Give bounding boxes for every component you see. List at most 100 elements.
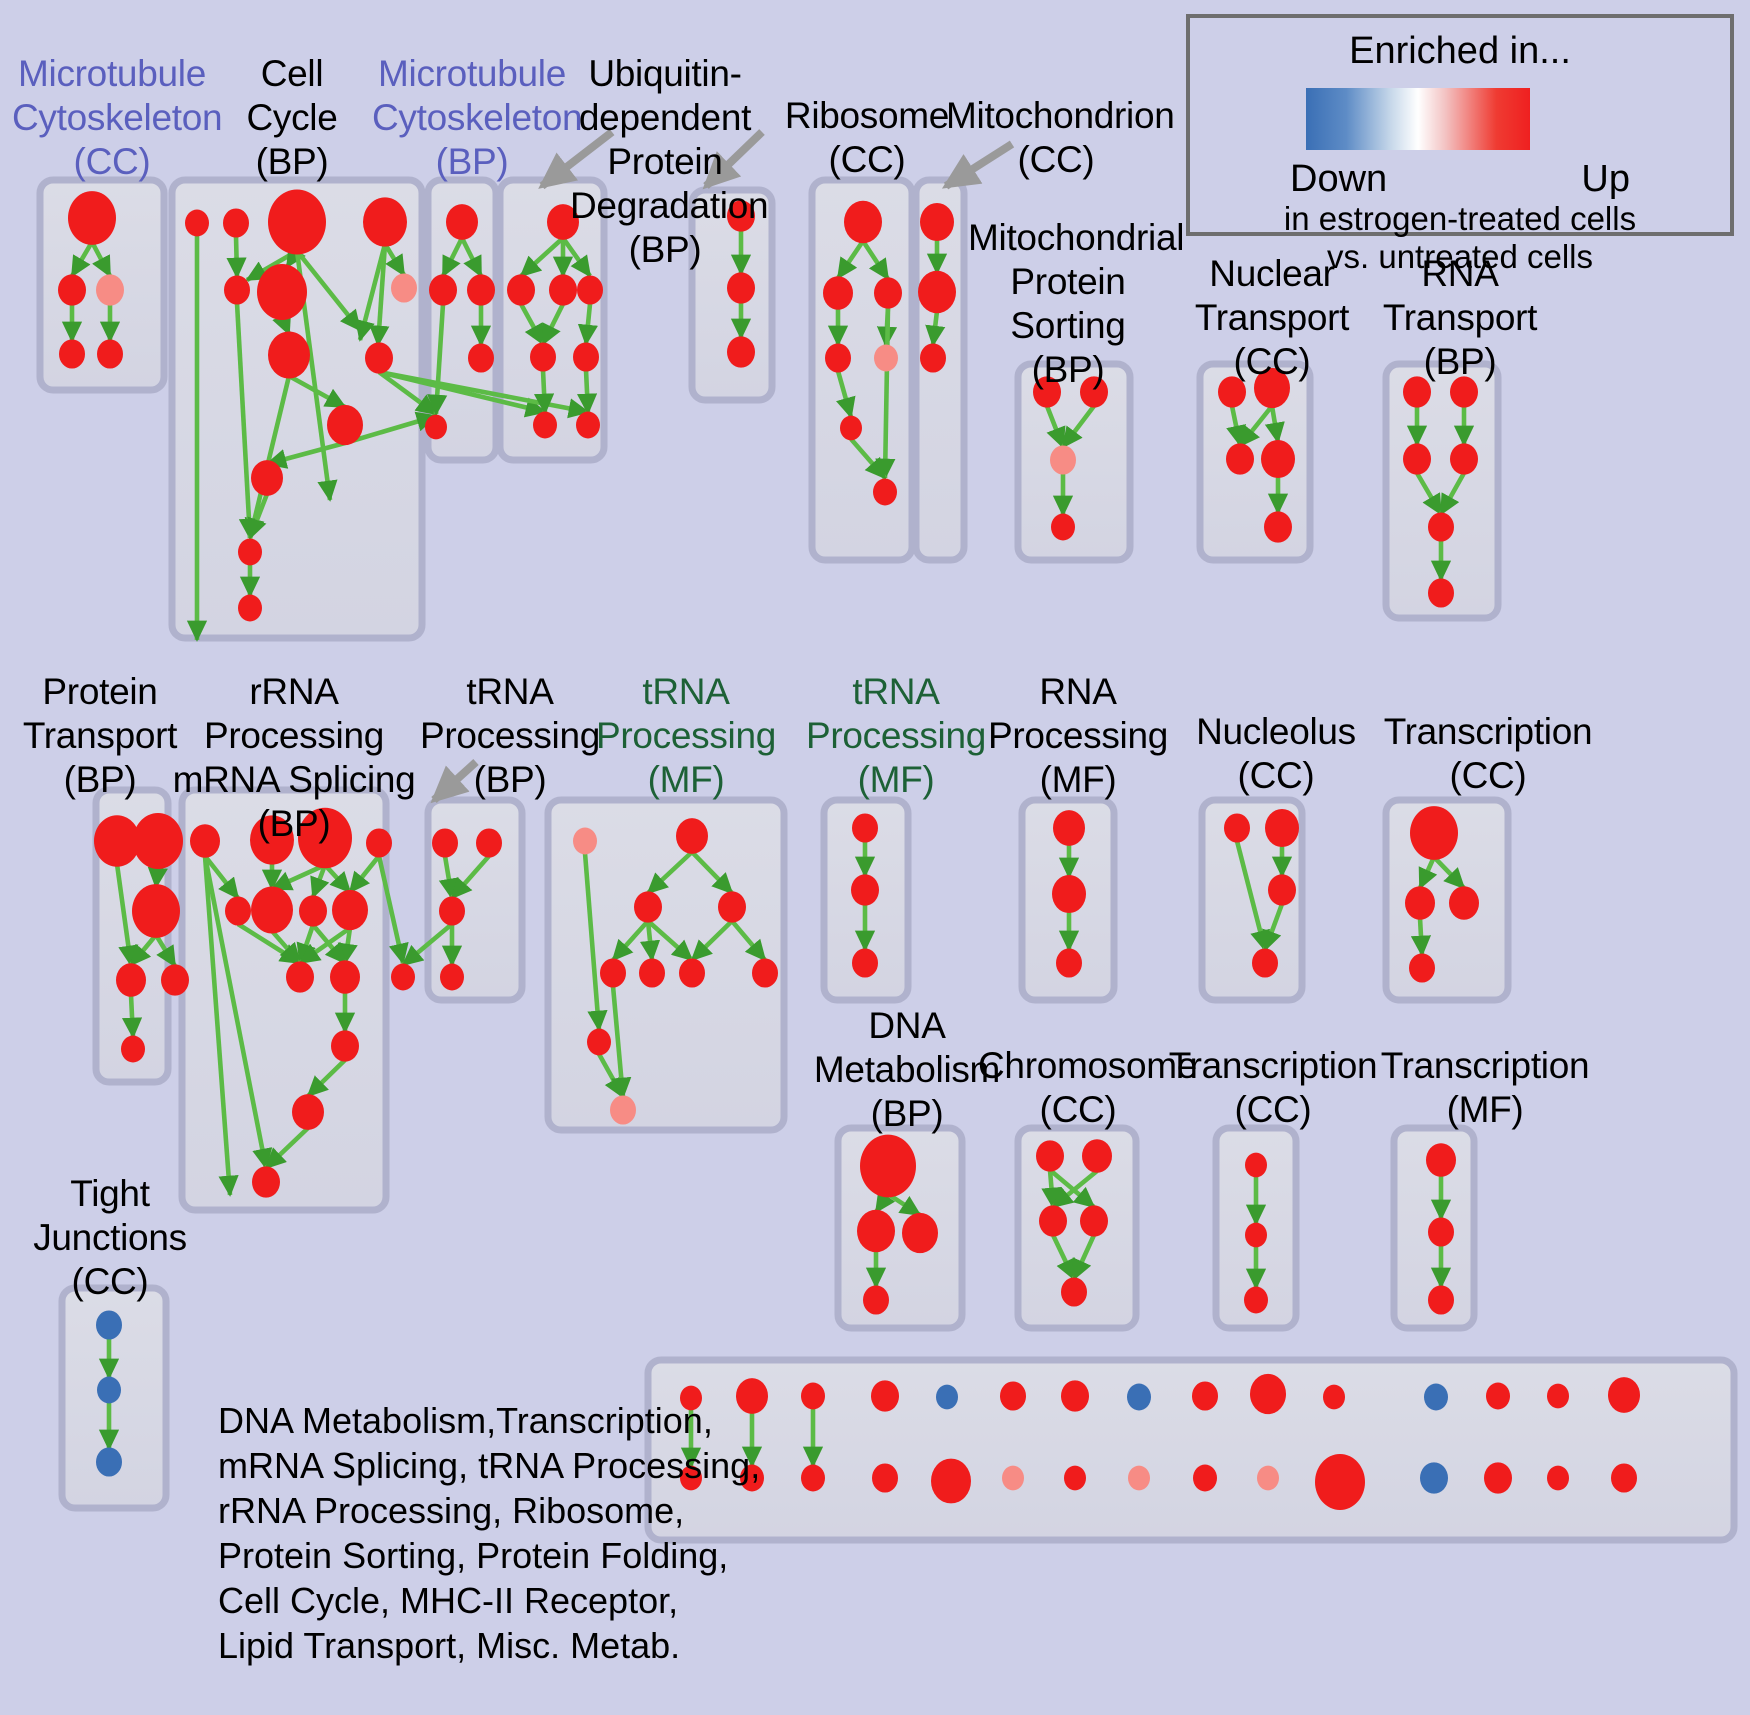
network-node[interactable]: [1245, 1152, 1267, 1178]
network-node[interactable]: [1254, 367, 1290, 409]
network-node[interactable]: [1261, 439, 1295, 479]
network-node[interactable]: [250, 815, 294, 865]
network-node[interactable]: [1484, 1462, 1512, 1494]
network-node[interactable]: [634, 891, 662, 923]
network-node[interactable]: [366, 828, 392, 858]
network-node[interactable]: [97, 339, 123, 369]
network-node[interactable]: [600, 958, 626, 988]
network-node[interactable]: [1000, 1381, 1026, 1411]
network-node[interactable]: [96, 1447, 122, 1477]
network-node[interactable]: [425, 414, 447, 440]
network-node[interactable]: [116, 963, 146, 997]
network-node[interactable]: [238, 538, 262, 566]
network-node[interactable]: [68, 191, 116, 245]
network-node[interactable]: [752, 958, 778, 988]
network-node[interactable]: [1426, 1143, 1456, 1177]
network-node[interactable]: [440, 963, 464, 991]
network-node[interactable]: [680, 1465, 702, 1491]
network-node[interactable]: [1403, 443, 1431, 475]
network-node[interactable]: [844, 200, 882, 244]
network-node[interactable]: [268, 331, 310, 379]
network-node[interactable]: [391, 273, 417, 303]
network-node[interactable]: [467, 274, 495, 306]
network-node[interactable]: [1080, 376, 1108, 408]
network-node[interactable]: [718, 891, 746, 923]
network-node[interactable]: [1450, 376, 1478, 408]
network-node[interactable]: [852, 813, 878, 843]
network-node[interactable]: [1224, 813, 1250, 843]
network-node[interactable]: [161, 964, 189, 996]
network-node[interactable]: [530, 342, 556, 372]
network-node[interactable]: [1608, 1377, 1640, 1413]
network-node[interactable]: [432, 828, 458, 858]
network-node[interactable]: [1056, 948, 1082, 978]
network-node[interactable]: [1409, 953, 1435, 983]
network-node[interactable]: [96, 274, 124, 306]
network-node[interactable]: [96, 1310, 122, 1340]
network-node[interactable]: [1061, 1277, 1087, 1307]
network-node[interactable]: [1250, 1373, 1286, 1415]
network-node[interactable]: [823, 276, 853, 310]
network-node[interactable]: [1424, 1383, 1448, 1411]
network-node[interactable]: [801, 1382, 825, 1410]
network-node[interactable]: [94, 815, 140, 867]
network-node[interactable]: [1053, 810, 1085, 846]
network-node[interactable]: [1192, 1381, 1218, 1411]
network-node[interactable]: [1244, 1286, 1268, 1314]
network-node[interactable]: [1033, 376, 1061, 408]
network-node[interactable]: [872, 1463, 898, 1493]
network-node[interactable]: [902, 1212, 938, 1254]
network-node[interactable]: [58, 274, 86, 306]
network-node[interactable]: [873, 478, 897, 506]
network-node[interactable]: [577, 275, 603, 305]
network-node[interactable]: [132, 884, 180, 938]
network-node[interactable]: [97, 1376, 121, 1404]
network-node[interactable]: [1450, 443, 1478, 475]
network-node[interactable]: [298, 807, 352, 869]
network-node[interactable]: [1323, 1384, 1345, 1410]
network-node[interactable]: [1449, 886, 1479, 920]
network-node[interactable]: [740, 1464, 764, 1492]
network-node[interactable]: [1193, 1464, 1217, 1492]
network-node[interactable]: [1128, 1465, 1150, 1491]
network-node[interactable]: [871, 1380, 899, 1412]
network-node[interactable]: [468, 343, 494, 373]
network-node[interactable]: [251, 460, 283, 496]
network-node[interactable]: [547, 204, 579, 240]
network-node[interactable]: [1264, 511, 1292, 543]
network-node[interactable]: [680, 1385, 702, 1411]
network-node[interactable]: [1002, 1465, 1024, 1491]
network-node[interactable]: [190, 824, 220, 858]
network-node[interactable]: [639, 958, 665, 988]
network-node[interactable]: [920, 202, 954, 242]
network-node[interactable]: [1403, 376, 1431, 408]
network-node[interactable]: [1226, 443, 1254, 475]
network-node[interactable]: [1082, 1139, 1112, 1173]
network-node[interactable]: [1486, 1382, 1510, 1410]
network-node[interactable]: [292, 1094, 324, 1130]
network-node[interactable]: [1428, 1285, 1454, 1315]
network-node[interactable]: [931, 1458, 971, 1504]
network-node[interactable]: [224, 275, 250, 305]
network-node[interactable]: [286, 961, 314, 993]
network-node[interactable]: [1080, 1205, 1108, 1237]
network-node[interactable]: [676, 818, 708, 854]
network-node[interactable]: [59, 339, 85, 369]
network-node[interactable]: [1252, 948, 1278, 978]
network-node[interactable]: [936, 1384, 958, 1410]
network-node[interactable]: [268, 189, 326, 255]
network-node[interactable]: [874, 344, 898, 372]
network-node[interactable]: [736, 1378, 768, 1414]
network-node[interactable]: [610, 1095, 636, 1125]
network-node[interactable]: [860, 1134, 916, 1198]
network-node[interactable]: [679, 958, 705, 988]
network-node[interactable]: [920, 343, 946, 373]
network-node[interactable]: [429, 274, 457, 306]
network-node[interactable]: [446, 204, 478, 240]
network-node[interactable]: [507, 274, 535, 306]
network-node[interactable]: [1052, 874, 1086, 914]
network-node[interactable]: [331, 1030, 359, 1062]
network-node[interactable]: [918, 270, 956, 314]
network-node[interactable]: [1268, 874, 1296, 906]
network-node[interactable]: [863, 1285, 889, 1315]
